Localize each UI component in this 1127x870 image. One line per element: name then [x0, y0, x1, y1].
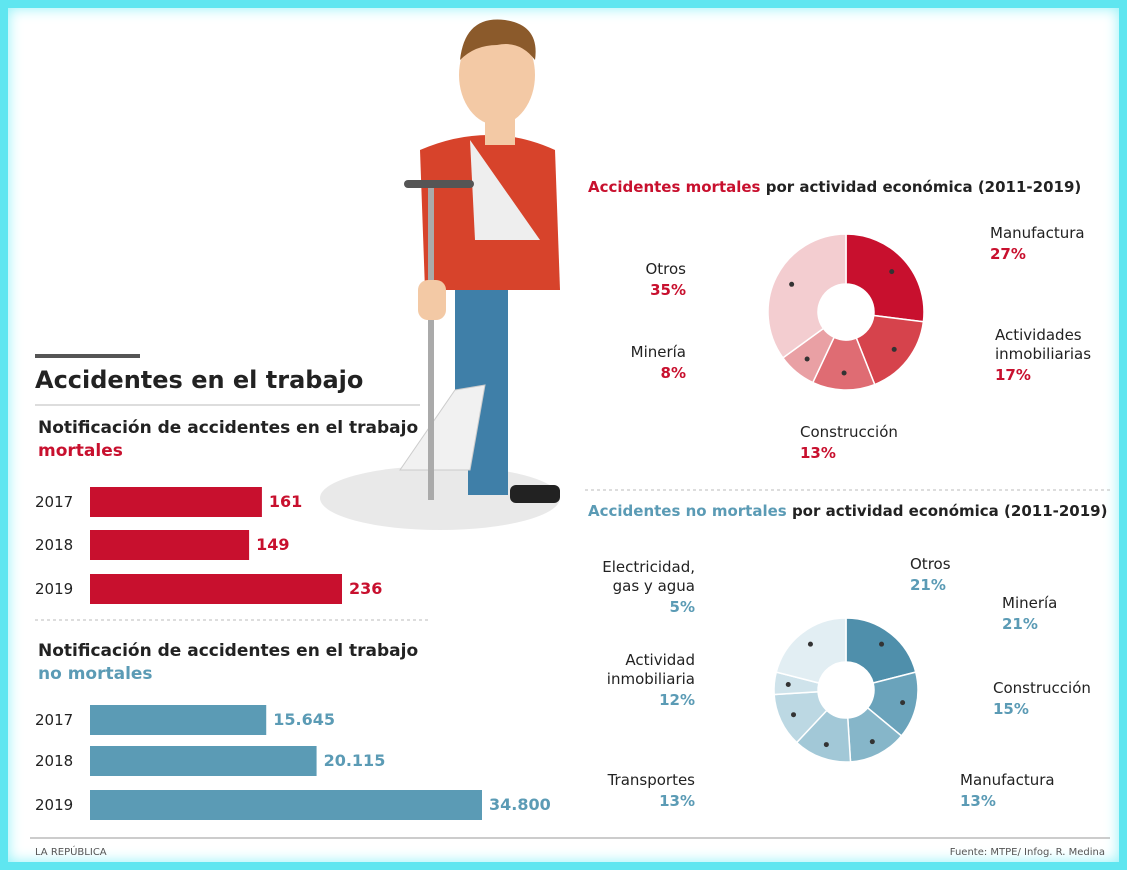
value-label: 149 — [256, 535, 290, 554]
slice-value: 21% — [1002, 615, 1038, 633]
leader-dot — [889, 269, 895, 275]
leader-dot — [804, 356, 810, 362]
leader-dot — [791, 712, 797, 718]
bar — [90, 530, 250, 560]
slice-label: Actividades inmobiliarias — [995, 326, 1092, 363]
slice-label: Otros — [910, 555, 951, 573]
chart-title-highlight: Accidentes no mortales — [588, 502, 787, 520]
leader-dot — [879, 641, 885, 647]
slice-value: 21% — [910, 576, 946, 594]
slice-label: Manufactura — [990, 224, 1085, 242]
leader-dot — [823, 742, 829, 748]
bar — [90, 746, 317, 776]
slice-value: 5% — [669, 598, 695, 616]
category-label: 2018 — [35, 752, 74, 770]
leader-dot — [891, 346, 897, 352]
slice-label: Otros — [645, 260, 686, 278]
slice-label: Transportes — [607, 771, 695, 789]
donut-slice — [845, 233, 925, 323]
illustration — [320, 19, 560, 530]
source: Fuente: MTPE/ Infog. R. Medina — [949, 847, 1105, 858]
chart-subtitle: no mortales — [38, 664, 153, 684]
category-label: 2017 — [35, 493, 74, 511]
chart-subtitle: mortales — [38, 441, 123, 461]
slice-value: 13% — [960, 792, 996, 810]
chart-title: Notificación de accidentes en el trabajo — [38, 641, 419, 661]
leader-dot — [841, 370, 847, 376]
value-label: 15.645 — [273, 710, 335, 729]
value-label: 34.800 — [489, 795, 551, 814]
donut-slice — [845, 617, 917, 684]
slice-label: Electricidad, gas y agua — [602, 558, 695, 595]
value-label: 236 — [349, 579, 383, 598]
leader-dot — [789, 281, 795, 287]
value-label: 20.115 — [323, 751, 386, 770]
slice-value: 35% — [650, 281, 686, 299]
category-label: 2018 — [35, 536, 74, 554]
chart-title-row: Accidentes no mortales por actividad eco… — [588, 502, 1107, 520]
chart-title-row: Accidentes mortales por actividad económ… — [588, 178, 1081, 196]
slice-label: Minería — [1002, 594, 1058, 612]
bar — [90, 790, 482, 820]
publisher: LA REPÚBLICA — [35, 847, 107, 858]
category-label: 2017 — [35, 711, 74, 729]
slice-label: Construcción — [800, 423, 898, 441]
leader-dot — [785, 682, 791, 688]
slice-value: 13% — [659, 792, 695, 810]
bar — [90, 487, 262, 517]
slice-label: Manufactura — [960, 771, 1055, 789]
slice-label: Minería — [630, 343, 686, 361]
chart-title: Notificación de accidentes en el trabajo — [38, 418, 419, 438]
value-label: 161 — [268, 492, 303, 511]
chart-title: por actividad económica (2011-2019) — [765, 178, 1082, 196]
slice-label: Actividad inmobiliaria — [606, 651, 695, 688]
slice-value: 27% — [990, 245, 1026, 263]
donut-slice — [767, 233, 847, 359]
category-label: 2019 — [35, 580, 74, 598]
chart-title: por actividad económica (2011-2019) — [791, 502, 1108, 520]
slice-value: 17% — [995, 366, 1031, 384]
main-title: Accidentes en el trabajo — [35, 366, 364, 394]
chart-title-highlight: Accidentes mortales — [588, 178, 761, 196]
slice-value: 12% — [659, 691, 695, 709]
donut-slice — [855, 314, 925, 386]
category-label: 2019 — [35, 796, 74, 814]
slice-value: 8% — [660, 364, 686, 382]
bar — [90, 705, 267, 735]
leader-dot — [869, 739, 875, 745]
bar — [90, 574, 342, 604]
leader-dot — [807, 641, 813, 647]
slice-value: 15% — [993, 700, 1029, 718]
slice-value: 13% — [800, 444, 836, 462]
leader-dot — [900, 700, 906, 706]
slice-label: Construcción — [993, 679, 1091, 697]
donut-slice — [775, 617, 847, 684]
